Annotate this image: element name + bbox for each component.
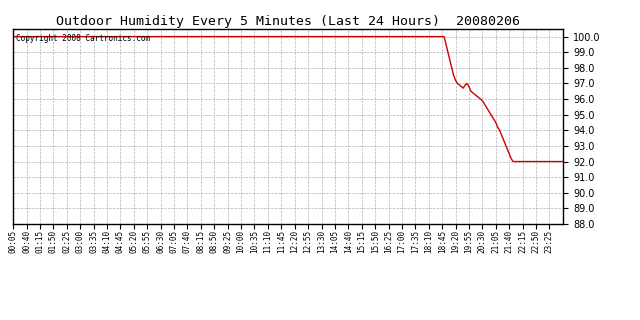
- Title: Outdoor Humidity Every 5 Minutes (Last 24 Hours)  20080206: Outdoor Humidity Every 5 Minutes (Last 2…: [56, 15, 520, 28]
- Text: Copyright 2008 Cartronics.com: Copyright 2008 Cartronics.com: [15, 34, 150, 43]
